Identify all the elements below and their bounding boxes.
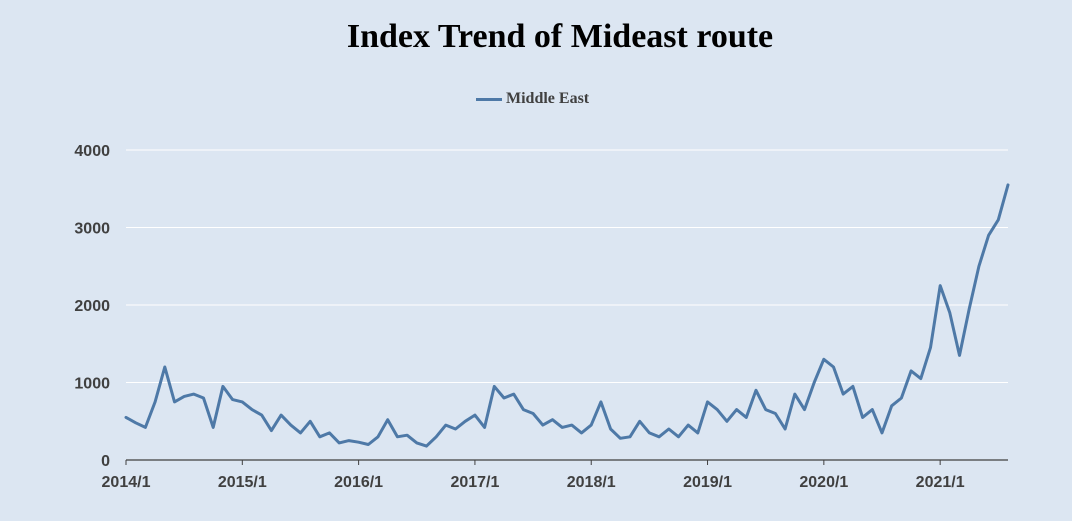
x-tick-label: 2020/1 (799, 474, 848, 491)
chart-title: Index Trend of Mideast route (346, 18, 774, 55)
y-tick-label: 2000 (74, 298, 110, 315)
legend: Middle East (476, 90, 589, 108)
y-tick-label: 0 (101, 453, 110, 470)
legend-label: Middle East (506, 90, 590, 107)
x-tick-label: 2018/1 (567, 474, 616, 491)
x-tick-label: 2015/1 (218, 474, 267, 491)
y-tick-label: 1000 (74, 376, 110, 393)
y-tick-label: 4000 (74, 143, 110, 160)
x-tick-label: 2017/1 (450, 474, 499, 491)
y-tick-label: 3000 (74, 221, 110, 238)
series-line-middle-east (124, 183, 1010, 448)
x-tick-label: 2016/1 (334, 474, 383, 491)
x-tick-label: 2014/1 (102, 474, 151, 491)
x-tick-label: 2019/1 (683, 474, 732, 491)
x-tick-label: 2021/1 (916, 474, 965, 491)
legend-swatch (476, 97, 502, 101)
